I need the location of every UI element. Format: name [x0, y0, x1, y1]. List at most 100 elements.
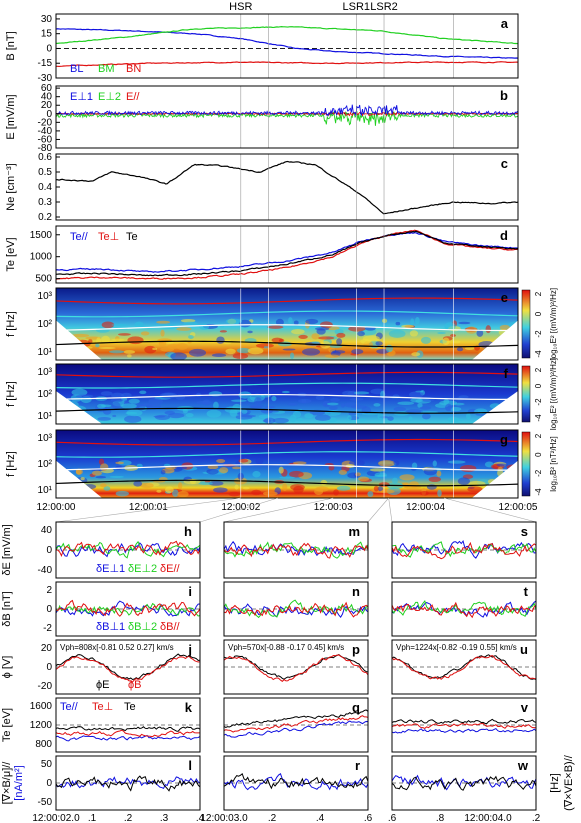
event-label-lsr1: LSR1 [343, 1, 371, 13]
spectral-power [183, 321, 198, 327]
spectral-power [232, 466, 242, 470]
legend-entry: E⊥1 [70, 91, 93, 103]
spectral-power [373, 403, 381, 407]
panel-plot-area [56, 288, 518, 360]
zoom-panel-r: r [223, 755, 369, 811]
spectral-power [374, 474, 388, 477]
y-tick-label: 500 [35, 274, 52, 285]
characteristic-frequency-line [56, 371, 518, 378]
spectral-power [367, 491, 374, 497]
spectral-power [348, 326, 366, 332]
legend-entry: δB⊥2 [128, 621, 157, 633]
panel-e: 2 0 -2 -4 log₁₀E² [(mV/m)²/Hz] 10³ 10² 10¹ e f [H… [5, 287, 558, 361]
phase-velocity-annotation: Vph=570x[-0.88 -0.17 0.45] km/s [228, 643, 344, 652]
legend-entry: Te [126, 231, 138, 243]
spectral-power [263, 405, 276, 409]
characteristic-frequency-line [56, 464, 518, 471]
zoom-plot-area [56, 540, 200, 559]
spectral-power [118, 460, 132, 466]
spectral-power [298, 334, 308, 340]
panel-d: 1500 1000 500 d Te [eV] Te// Te⊥ Te [5, 225, 519, 285]
spectral-power [456, 347, 464, 352]
zoom-connector [444, 497, 537, 523]
right-axis-label: [Hz] [549, 773, 561, 793]
spectral-power [258, 414, 271, 419]
colorbar-tick: 0 [534, 311, 543, 316]
spectral-power [126, 409, 143, 417]
panel-frame [55, 521, 201, 579]
panel-c: 0.6 0.5 0.4 0.3 0.2 c Ne [cm⁻³] [5, 152, 519, 223]
colorbar [521, 289, 531, 359]
spectral-power [225, 318, 242, 325]
colorbar-tick: -4 [534, 488, 543, 496]
panel-letter: i [188, 584, 192, 599]
zoom-plot-area [224, 540, 368, 559]
right-axis-label-2: (∇×VE×B)// [563, 754, 575, 811]
zoom-series-green [392, 600, 536, 617]
y-tick-label: 20 [41, 643, 53, 654]
x-tick-label: 12:00:03 [314, 502, 353, 513]
y-tick-label: 1600 [30, 701, 53, 712]
zoom-series-black [392, 718, 536, 725]
spectral-power [385, 344, 393, 353]
spectral-power [467, 486, 483, 493]
spectral-power [139, 482, 154, 489]
spectral-power [447, 460, 466, 464]
y-axis-label: Te [eV] [1, 708, 13, 742]
y-tick-label: 0 [46, 662, 52, 673]
spectral-power [297, 417, 303, 422]
zoom-x-tick-label: .2 [532, 813, 541, 823]
spectral-power [291, 328, 305, 335]
spectral-power [419, 406, 432, 410]
zoom-plot-area [224, 709, 368, 738]
spectral-power [387, 416, 394, 421]
series-E⊥2 [56, 110, 518, 126]
spectral-power [392, 394, 400, 398]
legend-entry: δB⊥1 [96, 621, 125, 633]
characteristic-frequency-line [56, 451, 518, 458]
zoom-x-tick-label: .2 [268, 813, 277, 823]
y-axis-label-unit: [nA/m²] [13, 765, 25, 800]
panel-frame [223, 639, 369, 695]
spectral-power [219, 330, 227, 333]
spectral-power [464, 346, 475, 351]
spectral-power [123, 350, 136, 354]
spectral-power [97, 403, 106, 409]
y-tick-label: 800 [35, 739, 52, 750]
y-tick-label: 2 [46, 585, 52, 596]
y-tick-label: 0.5 [38, 167, 52, 178]
spectral-power [101, 335, 111, 344]
x-tick-label: 12:00:00 [37, 502, 76, 513]
colorbar-label: log₁₀E² [(mV/m)²/Hz] [549, 358, 558, 430]
spectral-power [460, 464, 477, 473]
zoom-panel-s: s [391, 521, 537, 579]
spectral-power [254, 397, 262, 406]
spectral-power [457, 477, 470, 486]
legend-entry: BN [126, 63, 141, 75]
spectral-power [174, 466, 188, 470]
y-tick-label: 10² [38, 319, 53, 330]
spectral-power [388, 329, 406, 338]
spectral-power [71, 333, 90, 338]
spectral-power [160, 329, 165, 337]
spectral-power [426, 484, 437, 490]
spectral-power [175, 394, 186, 400]
spectral-power [378, 460, 396, 467]
zoom-series-red [224, 654, 368, 682]
spectral-power [118, 333, 131, 336]
spectral-power [134, 321, 144, 328]
colorbar-tick: -4 [534, 350, 543, 358]
spectral-power [410, 397, 423, 403]
panel-letter: p [352, 642, 360, 657]
spectral-power [127, 354, 132, 358]
panel-letter: q [352, 700, 360, 715]
colorbar-tick: -2 [534, 469, 543, 477]
zoom-series-red [392, 722, 536, 730]
panel-letter: t [524, 584, 529, 599]
spectral-power [485, 325, 492, 334]
zoom-x-tick-label: .4 [196, 813, 205, 823]
zoom-x-tick-label: .4 [316, 813, 325, 823]
spectral-power [161, 392, 175, 399]
spectral-power [208, 481, 224, 486]
spectral-power [156, 320, 171, 324]
